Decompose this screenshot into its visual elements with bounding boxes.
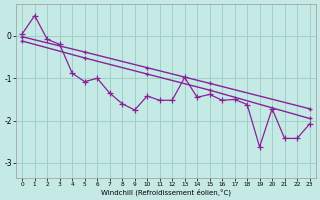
X-axis label: Windchill (Refroidissement éolien,°C): Windchill (Refroidissement éolien,°C) (101, 188, 231, 196)
